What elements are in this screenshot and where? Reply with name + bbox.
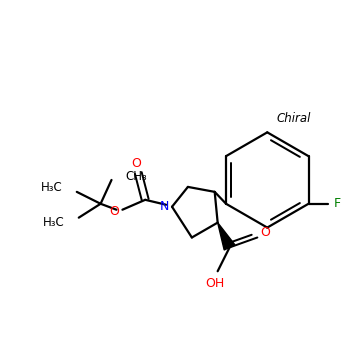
Text: CH₃: CH₃ (125, 170, 147, 183)
Text: O: O (110, 205, 119, 218)
Text: H₃C: H₃C (41, 181, 63, 194)
Text: OH: OH (205, 276, 224, 290)
Text: H₃C: H₃C (43, 216, 65, 229)
Text: O: O (131, 156, 141, 170)
Text: F: F (334, 197, 341, 210)
Polygon shape (218, 223, 235, 250)
Text: N: N (159, 200, 169, 213)
Text: Chiral: Chiral (277, 112, 311, 125)
Text: O: O (260, 226, 270, 239)
